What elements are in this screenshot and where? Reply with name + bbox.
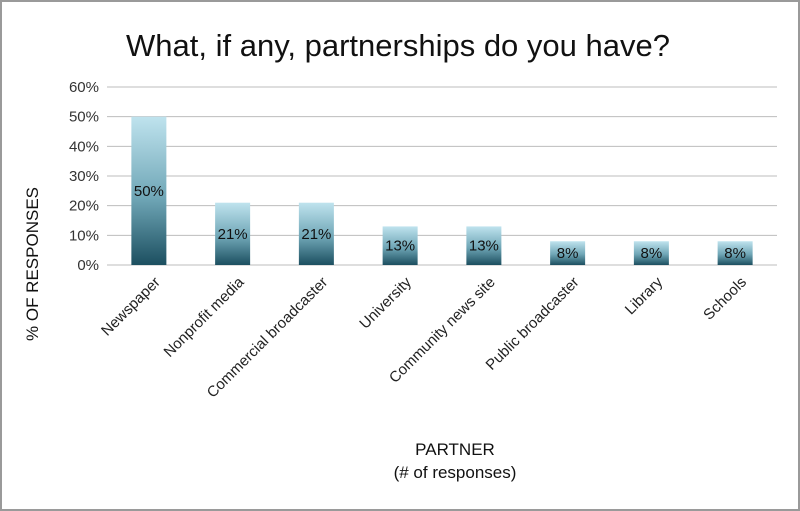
value-labels: 50% 21% 21% 13% 13% 8% 8% 8% [134,183,746,262]
bar-value-label: 8% [557,245,579,262]
bar-value-label: 21% [301,226,331,243]
bar [215,202,251,265]
bar [633,241,669,265]
bar-value-label: 13% [385,238,415,255]
bar-value-label: 13% [469,238,499,255]
x-tick-label: Nonprofit media [161,273,248,360]
bars [131,116,753,266]
x-tick-label: Library [622,273,667,318]
chart-title: What, if any, partnerships do you have? [126,28,670,63]
x-tick-label: Newspaper [98,274,164,340]
bar-value-label: 8% [641,245,663,262]
gridlines [107,86,777,266]
bar-value-label: 8% [724,245,746,262]
y-tick-label: 40% [69,138,99,155]
bar [466,226,502,265]
y-tick-label: 60% [69,79,99,96]
bar [382,226,418,265]
x-tick-label: Public broadcaster [483,274,583,374]
bar-value-label: 21% [218,226,248,243]
bar-value-label: 50% [134,183,164,200]
x-tick-label: University [356,273,415,332]
bar [298,202,334,265]
bar [550,241,586,265]
x-axis-sublabel: (# of responses) [394,463,517,482]
y-tick-label: 10% [69,227,99,244]
y-tick-label: 20% [69,198,99,215]
y-axis-ticks: 0% 10% 20% 30% 40% 50% 60% [69,79,99,274]
bar [717,241,753,265]
x-tick-label: Schools [700,274,750,324]
y-axis-label: % OF RESPONSES [23,187,42,341]
y-tick-label: 30% [69,168,99,185]
bar [131,116,167,266]
y-tick-label: 0% [77,257,99,274]
x-axis-label: PARTNER [415,440,495,459]
y-tick-label: 50% [69,109,99,126]
